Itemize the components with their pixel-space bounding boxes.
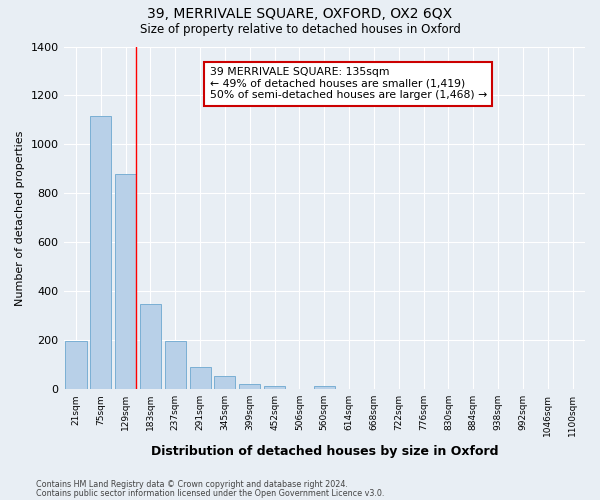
Bar — [264, 386, 285, 389]
Text: 39, MERRIVALE SQUARE, OXFORD, OX2 6QX: 39, MERRIVALE SQUARE, OXFORD, OX2 6QX — [148, 8, 452, 22]
Bar — [140, 304, 161, 389]
Text: Contains HM Land Registry data © Crown copyright and database right 2024.: Contains HM Land Registry data © Crown c… — [36, 480, 348, 489]
Y-axis label: Number of detached properties: Number of detached properties — [15, 130, 25, 306]
Bar — [190, 367, 211, 389]
Text: Size of property relative to detached houses in Oxford: Size of property relative to detached ho… — [140, 22, 460, 36]
Bar — [65, 342, 86, 389]
Bar — [239, 384, 260, 389]
Text: Contains public sector information licensed under the Open Government Licence v3: Contains public sector information licen… — [36, 488, 385, 498]
Bar — [115, 174, 136, 389]
Bar — [165, 342, 186, 389]
Bar — [90, 116, 112, 389]
Text: 39 MERRIVALE SQUARE: 135sqm
← 49% of detached houses are smaller (1,419)
50% of : 39 MERRIVALE SQUARE: 135sqm ← 49% of det… — [209, 67, 487, 100]
Bar — [314, 386, 335, 389]
Bar — [214, 376, 235, 389]
X-axis label: Distribution of detached houses by size in Oxford: Distribution of detached houses by size … — [151, 444, 498, 458]
